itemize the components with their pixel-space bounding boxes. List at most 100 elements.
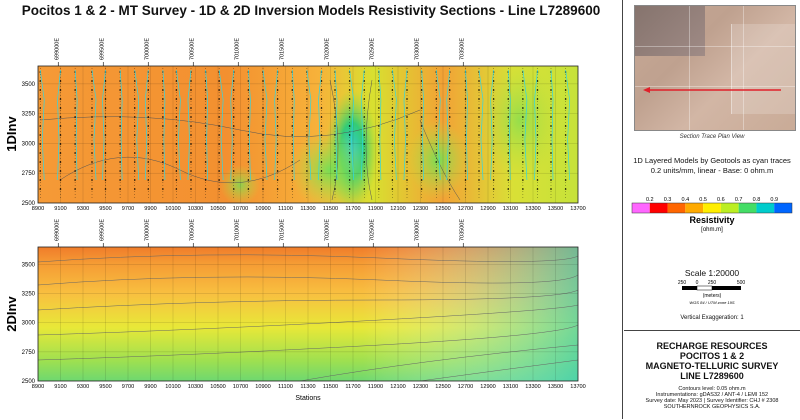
- sounding-point: [147, 143, 150, 145]
- sounding-point: [276, 116, 279, 118]
- sounding-point: [147, 170, 150, 172]
- sounding-point: [522, 116, 524, 118]
- sounding-point: [91, 170, 93, 172]
- sounding-point: [478, 107, 480, 109]
- easting-label: 702000E: [324, 38, 330, 60]
- cyan-model-trace: [144, 69, 149, 181]
- sounding-point: [190, 143, 192, 145]
- sounding-point: [492, 134, 495, 136]
- sounding-point: [291, 143, 294, 145]
- sounding-point: [276, 80, 279, 82]
- station-sounding: [306, 68, 312, 200]
- sounding-point: [348, 188, 351, 190]
- sounding-point: [507, 161, 510, 163]
- sounding-point: [291, 161, 294, 163]
- station-sounding: [102, 68, 107, 200]
- sounding-point: [119, 152, 121, 154]
- sounding-point: [175, 80, 178, 82]
- sounding-point: [348, 152, 351, 154]
- scale-title: Scale 1:20000: [684, 268, 740, 278]
- sounding-point: [478, 125, 480, 127]
- sounding-point: [550, 152, 552, 154]
- section-2d-contours: [38, 254, 578, 381]
- sounding-point: [232, 161, 235, 163]
- legend-unit: [ohm.m]: [701, 227, 723, 233]
- sounding-point: [232, 134, 235, 136]
- sounding-point: [564, 170, 567, 172]
- sounding-point: [190, 188, 192, 190]
- sounding-point: [218, 161, 220, 163]
- sounding-point: [91, 188, 93, 190]
- sounding-point: [348, 134, 351, 136]
- sounding-point: [232, 89, 235, 91]
- sounding-point: [378, 179, 380, 181]
- sounding-point: [464, 179, 467, 181]
- legend-tick: 0.4: [682, 197, 690, 203]
- sounding-point: [348, 125, 351, 127]
- sounding-point: [232, 98, 235, 100]
- sounding-point: [507, 107, 510, 109]
- sounding-point: [334, 116, 336, 118]
- sounding-point: [247, 89, 250, 91]
- x-tick-label: 11300: [300, 384, 315, 390]
- sounding-point: [39, 170, 42, 172]
- sounding-point: [104, 89, 107, 91]
- cyan-model-trace: [57, 69, 61, 181]
- sounding-point: [247, 143, 250, 145]
- sounding-point: [435, 98, 438, 100]
- sounding-point: [39, 107, 42, 109]
- y-tick-label: 3000: [22, 141, 36, 147]
- sounding-point: [320, 125, 323, 127]
- sounding-point: [104, 80, 107, 82]
- x-tick-label: 10100: [165, 206, 181, 212]
- cyan-model-trace: [421, 69, 424, 181]
- sounding-point: [59, 134, 62, 136]
- sounding-point: [133, 80, 136, 82]
- sounding-point: [306, 152, 308, 154]
- cyan-model-trace: [39, 69, 45, 181]
- sounding-point: [276, 152, 279, 154]
- sounding-point: [162, 143, 164, 145]
- sounding-point: [204, 179, 207, 181]
- trace-arrow-head: [643, 87, 650, 93]
- section-1d-stations: [39, 68, 570, 200]
- sounding-point: [104, 116, 107, 118]
- sounding-point: [406, 152, 408, 154]
- sounding-point: [133, 125, 136, 127]
- sounding-point: [262, 161, 264, 163]
- sounding-point: [190, 125, 192, 127]
- panel-label-2d: 2DInv: [4, 296, 19, 332]
- sounding-point: [320, 143, 323, 145]
- sounding-point: [39, 89, 42, 91]
- sounding-point: [378, 116, 380, 118]
- station-sounding: [162, 68, 166, 200]
- sounding-point: [291, 125, 294, 127]
- legend-tick: 0.8: [753, 197, 761, 203]
- sounding-point: [492, 89, 495, 91]
- sounding-point: [175, 98, 178, 100]
- sounding-point: [276, 179, 279, 181]
- resistivity-legend: 0.2 0.3 0.4 0.5 0.6 0.7 0.8 0.9 Resistivity [oh…: [631, 197, 793, 233]
- easting-label: 699000E: [54, 219, 60, 241]
- sounding-point: [190, 98, 192, 100]
- sounding-point: [448, 116, 451, 118]
- cyan-model-trace: [378, 69, 382, 181]
- sounding-point: [218, 134, 220, 136]
- sounding-point: [147, 134, 150, 136]
- section-1d-easting-labels: 699000E 699500E 700000E 700500E 701000E 70150…: [54, 38, 465, 66]
- minimap-caption: Section Trace Plan View: [679, 134, 745, 140]
- cyan-model-trace: [248, 69, 251, 181]
- sounding-point: [564, 80, 567, 82]
- scale-bar-segment: [712, 286, 741, 290]
- sounding-point: [478, 80, 480, 82]
- sounding-point: [536, 98, 539, 100]
- cyan-model-trace: [522, 69, 528, 181]
- sounding-point: [276, 89, 279, 91]
- sounding-point: [162, 161, 164, 163]
- sounding-point: [74, 89, 76, 91]
- sounding-point: [262, 98, 264, 100]
- sounding-point: [492, 161, 495, 163]
- sounding-point: [175, 116, 178, 118]
- sounding-point: [564, 179, 567, 181]
- sounding-point: [175, 152, 178, 154]
